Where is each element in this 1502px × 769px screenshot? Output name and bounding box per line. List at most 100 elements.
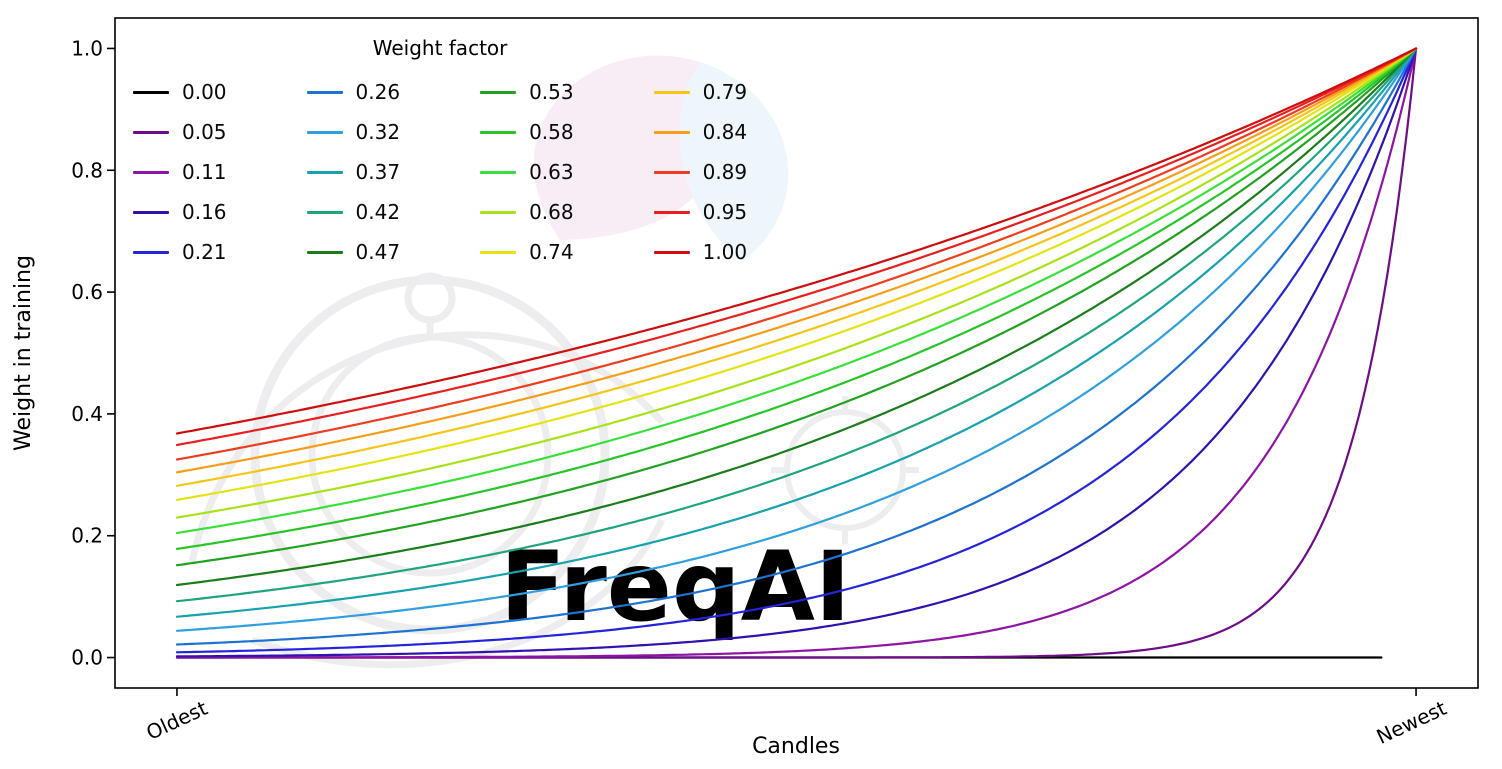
legend-item-0.95: 0.95 xyxy=(653,200,748,224)
legend-item-0.84: 0.84 xyxy=(653,120,748,144)
curve-0.53 xyxy=(175,47,1418,567)
curve-0.16 xyxy=(175,47,1418,658)
axes-frame xyxy=(114,17,1479,689)
legend-label: 0.89 xyxy=(702,160,748,184)
y-tick-label: 0.2 xyxy=(71,524,103,548)
legend-item-0.00: 0.00 xyxy=(133,80,227,104)
legend-label: 0.84 xyxy=(702,120,748,144)
legend-label: 0.00 xyxy=(182,80,227,104)
legend-item-0.74: 0.74 xyxy=(480,240,574,264)
legend-swatch xyxy=(653,250,690,254)
legend-swatch xyxy=(133,170,169,174)
legend-label: 0.05 xyxy=(182,120,227,144)
x-axis-label: Candles xyxy=(752,734,840,759)
freqai-watermark: FreqAI xyxy=(188,55,919,669)
legend-label: 0.37 xyxy=(355,160,401,184)
legend-swatch xyxy=(306,250,343,254)
legend-item-0.42: 0.42 xyxy=(306,200,401,224)
curve-0.47 xyxy=(175,47,1418,587)
legend-label: 0.42 xyxy=(355,200,401,224)
legend-swatch xyxy=(306,210,343,214)
legend-label: 0.63 xyxy=(529,160,574,184)
legend-swatch xyxy=(480,210,517,214)
legend: Weight factor 0.00 0.05 0.11 0.16 0.21 0.26 0.… xyxy=(133,36,747,272)
curve-0.21 xyxy=(175,47,1418,654)
curve-0.32 xyxy=(175,47,1418,632)
legend-swatch xyxy=(653,130,690,134)
curves xyxy=(175,47,1418,659)
legend-item-0.11: 0.11 xyxy=(133,160,227,184)
x-tick-label-newest: Newest xyxy=(1373,696,1451,749)
curve-0.42 xyxy=(175,47,1418,603)
legend-item-0.16: 0.16 xyxy=(133,200,227,224)
curve-0.74 xyxy=(175,47,1418,501)
legend-item-0.53: 0.53 xyxy=(480,80,574,104)
legend-label: 0.58 xyxy=(529,120,574,144)
legend-swatch xyxy=(653,210,690,214)
legend-item-0.26: 0.26 xyxy=(306,80,401,104)
legend-swatch xyxy=(480,170,517,174)
legend-label: 0.68 xyxy=(529,200,574,224)
watermark-tail-curve xyxy=(250,518,666,669)
legend-label: 0.47 xyxy=(355,240,401,264)
legend-item-0.68: 0.68 xyxy=(480,200,574,224)
legend-item-1.00: 1.00 xyxy=(653,240,748,264)
curve-0.68 xyxy=(175,47,1418,519)
curve-0.89 xyxy=(175,47,1418,461)
legend-label: 0.95 xyxy=(702,200,748,224)
legend-item-0.32: 0.32 xyxy=(306,120,401,144)
legend-item-0.05: 0.05 xyxy=(133,120,227,144)
legend-swatch xyxy=(306,170,343,174)
legend-swatch xyxy=(653,90,690,94)
legend-swatch xyxy=(133,90,169,94)
curve-0.37 xyxy=(175,47,1418,618)
y-axis-label: Weight in training xyxy=(11,255,36,451)
legend-label: 1.00 xyxy=(702,240,748,264)
legend-label: 0.79 xyxy=(702,80,748,104)
watermark-text: FreqAI xyxy=(500,531,851,643)
curve-0.26 xyxy=(175,47,1418,646)
legend-swatch xyxy=(480,130,517,134)
y-tick-label: 1.0 xyxy=(71,36,103,60)
legend-label: 0.16 xyxy=(182,200,227,224)
legend-swatch xyxy=(653,170,690,174)
legend-label: 0.11 xyxy=(182,160,227,184)
y-tick-label: 0.4 xyxy=(71,402,103,426)
curve-0.95 xyxy=(175,47,1418,447)
legend-item-0.58: 0.58 xyxy=(480,120,574,144)
legend-item-0.79: 0.79 xyxy=(653,80,748,104)
legend-swatch xyxy=(133,130,169,134)
legend-label: 0.74 xyxy=(529,240,574,264)
legend-swatch xyxy=(480,90,517,94)
legend-swatch xyxy=(306,130,343,134)
y-tick-label: 0.8 xyxy=(71,158,103,182)
watermark-pink-blob xyxy=(533,55,720,240)
curve-0.58 xyxy=(175,47,1418,551)
legend-label: 0.53 xyxy=(529,80,574,104)
legend-grid: 0.00 0.05 0.11 0.16 0.21 0.26 0.32 0.37 0.42 0.47… xyxy=(133,72,747,272)
y-tick-label: 0.0 xyxy=(71,646,103,670)
y-axis-ticks: 0.0 0.2 0.4 0.6 0.8 1.0 xyxy=(71,36,115,670)
y-tick-label: 0.6 xyxy=(71,280,103,304)
legend-title: Weight factor xyxy=(372,36,508,60)
legend-swatch xyxy=(133,210,169,214)
legend-label: 0.32 xyxy=(355,120,401,144)
legend-item-0.63: 0.63 xyxy=(480,160,574,184)
watermark-wing-curve xyxy=(188,331,665,563)
legend-item-0.89: 0.89 xyxy=(653,160,748,184)
curve-0.79 xyxy=(175,47,1418,487)
curve-0.63 xyxy=(175,47,1418,535)
curve-0.11 xyxy=(175,47,1418,659)
x-tick-label-oldest: Oldest xyxy=(142,696,211,745)
curve-1.00 xyxy=(175,47,1418,435)
legend-label: 0.21 xyxy=(182,240,227,264)
legend-item-0.47: 0.47 xyxy=(306,240,401,264)
legend-item-0.37: 0.37 xyxy=(306,160,401,184)
legend-label: 0.26 xyxy=(355,80,401,104)
legend-swatch xyxy=(306,90,343,94)
watermark-blue-blob xyxy=(679,62,789,262)
legend-item-0.21: 0.21 xyxy=(133,240,227,264)
legend-swatch xyxy=(480,250,517,254)
